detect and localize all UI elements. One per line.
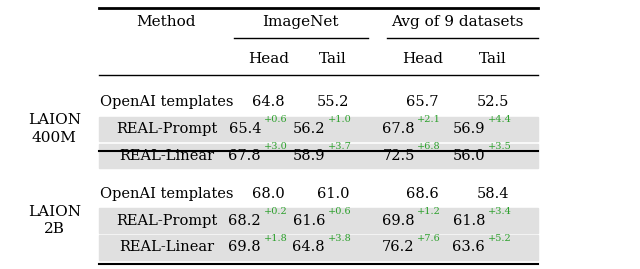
Text: 61.0: 61.0 [317, 187, 349, 201]
Text: 64.8: 64.8 [253, 95, 285, 109]
Text: 61.8: 61.8 [452, 214, 485, 228]
Text: 64.8: 64.8 [292, 240, 325, 254]
Text: +3.5: +3.5 [488, 142, 511, 151]
Text: +7.6: +7.6 [417, 233, 441, 243]
Text: 65.4: 65.4 [228, 122, 261, 136]
Text: +0.6: +0.6 [264, 115, 287, 124]
Text: 67.8: 67.8 [228, 149, 261, 163]
Text: 63.6: 63.6 [452, 240, 485, 254]
Text: LAION
2B: LAION 2B [28, 205, 81, 236]
Text: +0.6: +0.6 [328, 207, 351, 216]
Text: 56.9: 56.9 [452, 122, 485, 136]
Text: 58.9: 58.9 [292, 149, 325, 163]
Text: 68.2: 68.2 [228, 214, 261, 228]
Text: 55.2: 55.2 [317, 95, 349, 109]
Text: 67.8: 67.8 [382, 122, 415, 136]
Text: REAL-Linear: REAL-Linear [119, 240, 214, 254]
Text: Head: Head [402, 52, 443, 66]
Text: REAL-Prompt: REAL-Prompt [116, 122, 217, 136]
Text: 72.5: 72.5 [382, 149, 415, 163]
Bar [99, 208, 538, 233]
Text: 68.0: 68.0 [252, 187, 285, 201]
Text: 56.0: 56.0 [452, 149, 485, 163]
Text: OpenAI templates: OpenAI templates [100, 187, 233, 201]
Bar [99, 144, 538, 168]
Text: +3.4: +3.4 [488, 207, 511, 216]
Text: 76.2: 76.2 [382, 240, 415, 254]
Text: Head: Head [248, 52, 289, 66]
Text: Tail: Tail [319, 52, 347, 66]
Text: 52.5: 52.5 [477, 95, 509, 109]
Text: +2.1: +2.1 [417, 115, 441, 124]
Text: +3.8: +3.8 [328, 233, 351, 243]
Text: Avg of 9 datasets: Avg of 9 datasets [392, 15, 524, 29]
Text: 58.4: 58.4 [477, 187, 509, 201]
Text: OpenAI templates: OpenAI templates [100, 95, 233, 109]
Text: 65.7: 65.7 [406, 95, 438, 109]
Text: REAL-Prompt: REAL-Prompt [116, 214, 217, 228]
Text: +3.0: +3.0 [264, 142, 287, 151]
Text: 68.6: 68.6 [406, 187, 439, 201]
Text: +4.4: +4.4 [488, 115, 511, 124]
Bar [99, 117, 538, 141]
Text: +1.0: +1.0 [328, 115, 351, 124]
Text: +6.8: +6.8 [417, 142, 441, 151]
Text: +3.7: +3.7 [328, 142, 351, 151]
Text: ImageNet: ImageNet [262, 15, 339, 29]
Text: Tail: Tail [479, 52, 507, 66]
Text: +5.2: +5.2 [488, 233, 511, 243]
Text: 56.2: 56.2 [292, 122, 325, 136]
Text: REAL-Linear: REAL-Linear [119, 149, 214, 163]
Text: 69.8: 69.8 [228, 240, 261, 254]
Text: Method: Method [137, 15, 196, 29]
Text: +0.2: +0.2 [264, 207, 287, 216]
Text: 69.8: 69.8 [382, 214, 415, 228]
Text: +1.8: +1.8 [264, 233, 287, 243]
Text: +1.2: +1.2 [417, 207, 441, 216]
Text: 61.6: 61.6 [292, 214, 325, 228]
Text: LAION
400M: LAION 400M [28, 114, 81, 145]
Bar [99, 235, 538, 260]
